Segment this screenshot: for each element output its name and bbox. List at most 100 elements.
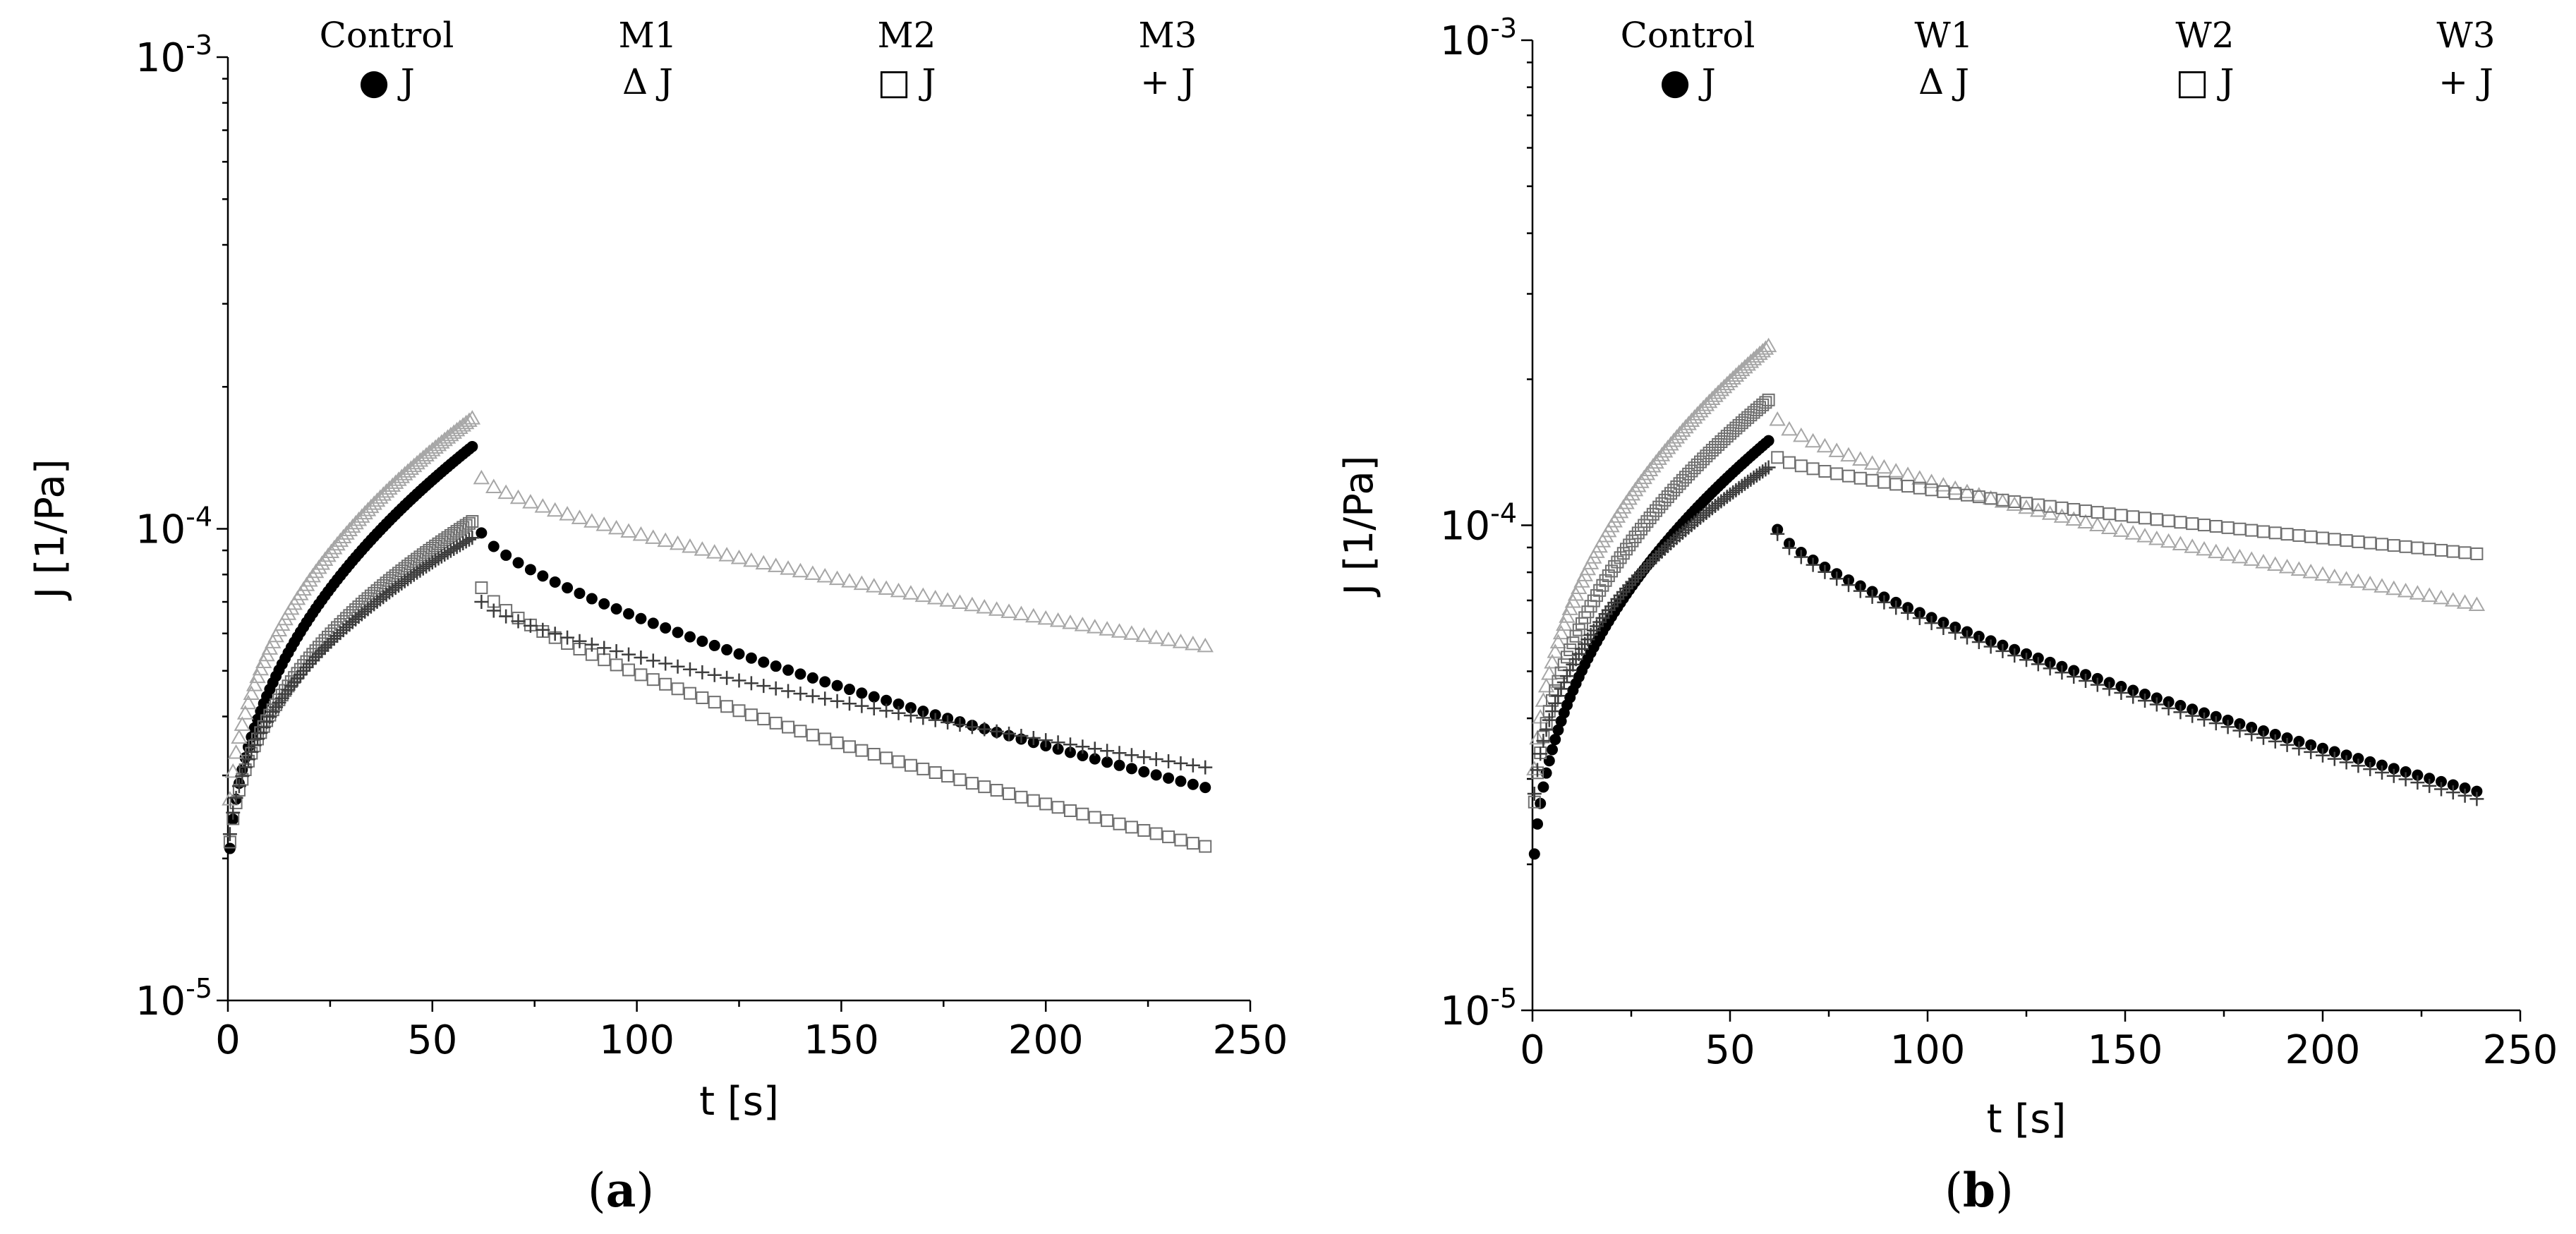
data-point <box>842 740 856 754</box>
data-point <box>1971 487 1988 502</box>
data-point <box>721 643 733 655</box>
data-point <box>609 644 624 659</box>
data-point <box>1742 353 1760 368</box>
data-point <box>2243 551 2260 566</box>
data-point <box>1549 734 1561 746</box>
data-point <box>1760 337 1777 353</box>
data-point <box>1828 442 1845 457</box>
data-point <box>465 531 480 545</box>
data-point <box>1185 635 1202 651</box>
data-point <box>315 643 329 658</box>
data-point <box>1527 786 1542 801</box>
data-point <box>2031 657 2045 672</box>
data-point <box>2100 519 2118 534</box>
data-point <box>623 607 635 619</box>
data-point <box>1607 595 1622 610</box>
data-point <box>659 677 672 691</box>
data-point <box>409 454 425 470</box>
data-point <box>2019 653 2033 667</box>
data-point <box>990 784 1003 797</box>
data-point <box>1652 547 1667 562</box>
data-point <box>1994 493 2012 508</box>
data-point <box>1647 454 1664 469</box>
data-point <box>1830 467 1844 480</box>
data-point <box>1901 605 1915 620</box>
data-point <box>454 417 471 432</box>
data-point <box>2316 531 2329 545</box>
data-point <box>965 777 979 790</box>
y-tick-label: 10-4 <box>1440 498 1517 550</box>
data-point <box>321 637 336 652</box>
data-point <box>2231 548 2249 564</box>
data-point <box>1875 459 1893 474</box>
data-point <box>645 529 662 544</box>
data-point <box>466 440 478 452</box>
data-point <box>1793 427 1810 442</box>
data-point <box>436 431 453 447</box>
data-point <box>1840 447 1857 462</box>
data-point <box>1830 571 1844 586</box>
data-point <box>830 736 844 749</box>
data-point <box>1123 625 1140 640</box>
data-point <box>302 656 317 671</box>
data-point <box>1113 817 1126 830</box>
data-point <box>866 701 881 716</box>
data-point <box>231 779 246 794</box>
x-tick-label: 250 <box>2483 1027 2558 1073</box>
data-point <box>488 540 500 552</box>
data-point <box>222 827 237 842</box>
data-point <box>499 609 514 624</box>
data-point <box>607 519 625 535</box>
data-point <box>445 424 462 439</box>
y-axis-title: J [1/Pa] <box>1336 455 1382 597</box>
data-point <box>878 580 895 595</box>
data-point <box>1560 669 1574 684</box>
data-point <box>819 676 831 688</box>
data-point <box>2102 682 2117 696</box>
data-point <box>1770 526 1785 541</box>
data-point <box>1610 591 1625 606</box>
data-point <box>2161 701 2176 715</box>
data-point <box>2470 547 2484 560</box>
data-point <box>316 551 334 566</box>
data-point <box>881 694 893 706</box>
data-point <box>1806 557 1820 572</box>
data-point <box>1547 643 1564 658</box>
data-point <box>2435 543 2448 557</box>
data-point <box>792 562 809 578</box>
data-point <box>672 627 684 639</box>
data-point <box>475 581 488 595</box>
data-point <box>1003 787 1016 800</box>
data-point <box>891 706 906 720</box>
data-point <box>1751 345 1768 361</box>
data-point <box>253 725 268 740</box>
data-point <box>246 677 263 691</box>
data-point <box>635 612 647 624</box>
data-point <box>928 713 943 727</box>
data-point <box>2185 708 2200 723</box>
data-point <box>2400 766 2412 778</box>
data-point <box>1971 635 1986 650</box>
data-point <box>780 560 797 575</box>
data-point <box>941 770 955 783</box>
data-point <box>2436 775 2447 787</box>
data-point <box>2197 712 2211 727</box>
data-point <box>1100 744 1115 758</box>
data-point <box>2138 694 2152 708</box>
data-point <box>806 672 818 684</box>
data-point <box>794 668 806 680</box>
data-point <box>2433 589 2450 605</box>
data-point <box>2186 517 2199 531</box>
data-point <box>1865 589 1880 604</box>
data-point <box>902 585 919 600</box>
data-point <box>977 722 992 737</box>
data-point <box>720 700 734 713</box>
data-point <box>476 527 488 539</box>
data-point <box>2257 525 2270 538</box>
data-point <box>584 637 599 652</box>
data-point <box>497 484 514 500</box>
data-point <box>1051 735 1065 750</box>
legend-entry-name: Control <box>1621 15 1755 56</box>
data-point <box>755 555 772 570</box>
data-point <box>2268 526 2282 540</box>
